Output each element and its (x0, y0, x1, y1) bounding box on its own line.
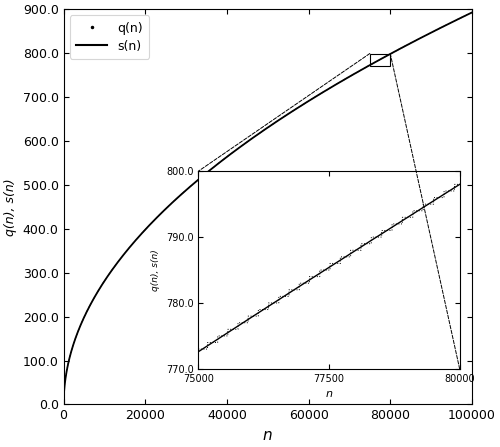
s(n) (449, 20, 455, 25)
s(n) (276, 118, 281, 123)
Line: q(n): q(n) (64, 13, 472, 404)
q(n) (110, 265, 116, 270)
q(n) (276, 118, 281, 123)
s(n) (430, 29, 436, 34)
q(n) (430, 29, 436, 34)
q(n) (320, 89, 326, 94)
q(n) (449, 20, 455, 25)
q(n) (468, 10, 474, 15)
q(n) (60, 401, 66, 407)
s(n) (320, 89, 326, 94)
q(n) (469, 10, 475, 15)
s(n) (60, 401, 66, 407)
s(n) (110, 265, 116, 270)
Legend: q(n), s(n): q(n), s(n) (70, 15, 149, 59)
Y-axis label: q(n), s(n): q(n), s(n) (4, 178, 17, 236)
Bar (370, 54, 390, 66)
s(n) (469, 10, 475, 15)
Line: s(n): s(n) (64, 13, 472, 404)
X-axis label: n: n (263, 428, 272, 443)
s(n) (70, 343, 76, 349)
q(n) (70, 343, 76, 349)
